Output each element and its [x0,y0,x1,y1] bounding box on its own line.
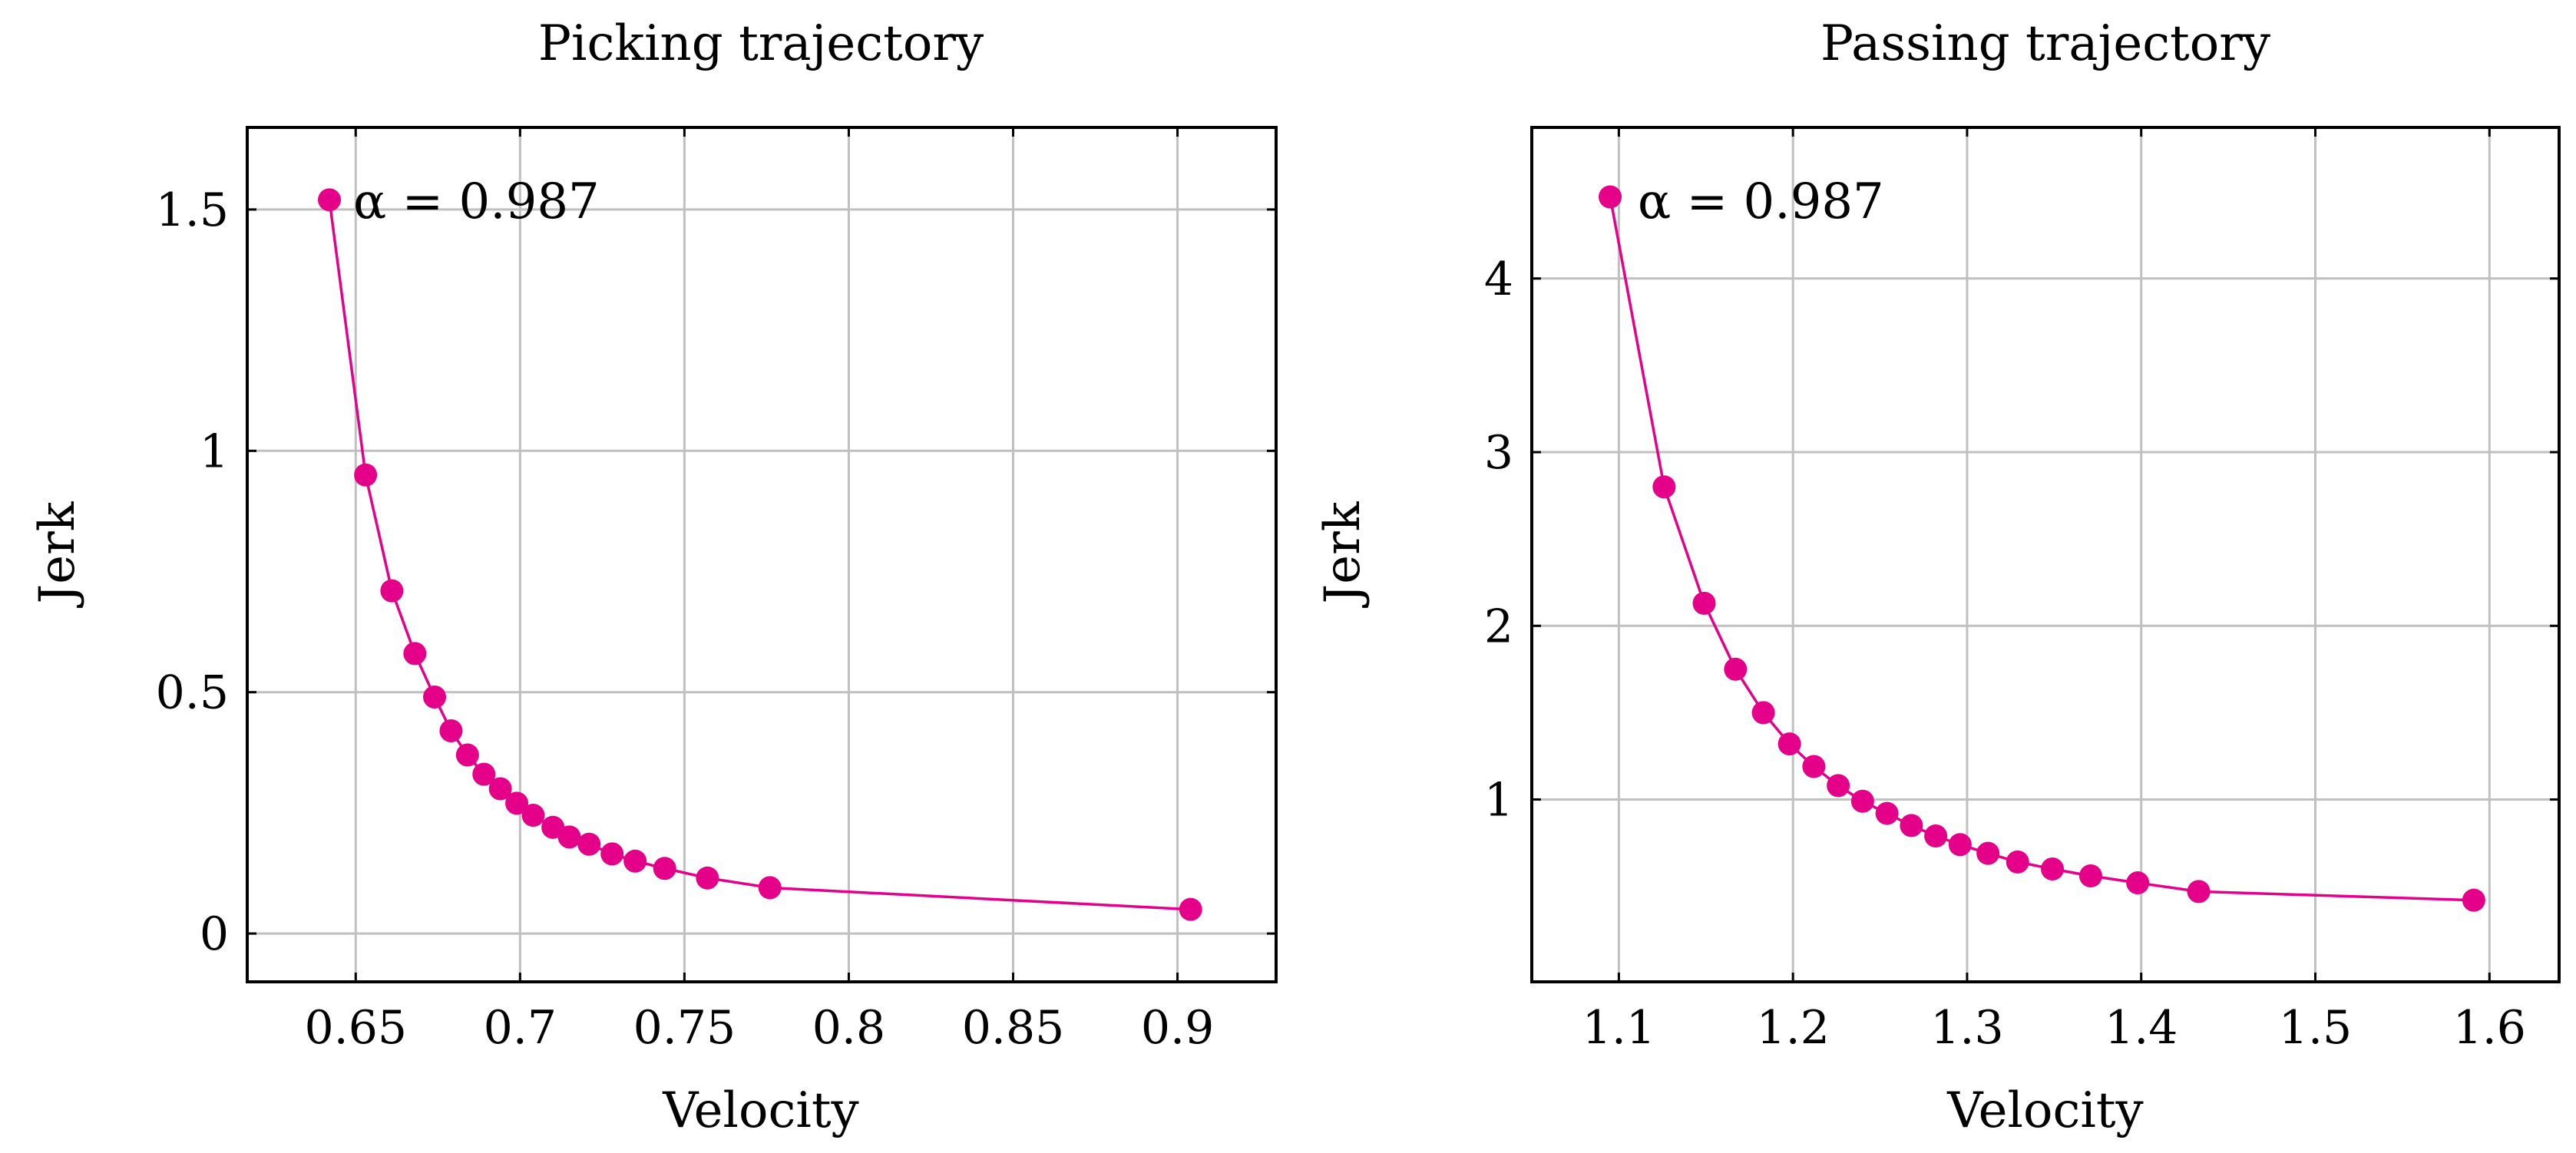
data-point [2078,864,2102,888]
x-tick-label: 0.65 [304,1001,407,1055]
ticks: 1.1 1.2 1.3 1.4 1.5 1.6 1 2 3 4 [1484,127,2559,1055]
data-point [521,804,545,828]
data-point [403,642,427,666]
data-point [557,825,581,849]
x-tick-label: 1.5 [2279,1001,2352,1055]
data-point [600,842,624,866]
chart-picking: Picking trajectory Velocity Jerk 0.65 0.7… [29,15,1278,1139]
data-point [488,777,512,801]
x-axis-label: Velocity [662,1082,858,1139]
data-point [1850,789,1874,813]
data-point [758,876,782,900]
y-tick-label: 1.5 [156,183,229,237]
x-tick-label: 1.3 [1930,1001,2003,1055]
chart-title: Passing trajectory [1820,15,2270,72]
y-tick-label: 4 [1484,253,1513,306]
data-point [472,762,496,786]
chart-passing: Passing trajectory Velocity Jerk 1.1 1.2 1… [1314,15,2561,1139]
y-tick-label: 1 [200,425,229,478]
data-point [1900,814,1923,837]
data-point [1777,732,1801,756]
data-point [455,743,479,767]
data-point [2041,857,2065,880]
data-point [1924,824,1948,847]
y-axis-label: Jerk [1314,501,1371,608]
data-point [423,686,447,709]
y-tick-label: 0 [200,907,229,961]
ticks: 0.65 0.7 0.75 0.8 0.85 0.9 0 0.5 1 1.5 [156,127,1276,1055]
y-tick-label: 3 [1484,426,1513,480]
x-tick-label: 1.6 [2453,1001,2526,1055]
data-point [577,832,601,856]
x-tick-label: 0.75 [633,1001,736,1055]
data-point [380,579,404,603]
data-point [623,849,647,873]
y-tick-label: 2 [1484,600,1513,653]
data-point [653,857,676,880]
alpha-annotation: α = 0.987 [1638,173,1884,230]
data-point [2187,880,2211,904]
x-axis-label: Velocity [1946,1082,2143,1139]
data-point [2006,850,2029,874]
x-tick-label: 0.9 [1141,1001,1214,1055]
plot-frame [246,126,1278,983]
y-tick-label: 0.5 [156,666,229,720]
data-point [1692,591,1716,615]
x-tick-label: 0.7 [484,1001,557,1055]
data-point [439,719,463,743]
data-point [318,188,342,212]
alpha-annotation: α = 0.987 [353,173,600,230]
data-point [1179,897,1202,921]
data-point [505,791,529,815]
y-tick-label: 1 [1484,773,1513,827]
x-tick-label: 1.1 [1582,1001,1655,1055]
data-point [1827,774,1850,798]
y-axis-label: Jerk [29,501,86,608]
x-tick-label: 0.85 [962,1001,1065,1055]
data-point [2462,888,2485,912]
data-point [1802,755,1826,778]
data-point [696,866,719,890]
data-point [1875,801,1899,825]
plot-frame [1530,126,2561,983]
series [318,188,1202,921]
data-point [2126,871,2150,895]
data-point [354,463,378,487]
series [1599,185,2485,912]
data-point [1652,475,1676,499]
data-point [1724,657,1748,681]
grid [247,127,1276,982]
x-tick-label: 1.4 [2105,1001,2178,1055]
x-tick-label: 0.8 [812,1001,885,1055]
data-point [1976,841,2000,865]
data-point [1599,185,1622,209]
data-point [1948,833,1972,857]
data-point [1751,701,1775,725]
x-tick-label: 1.2 [1756,1001,1829,1055]
chart-title: Picking trajectory [538,15,984,72]
